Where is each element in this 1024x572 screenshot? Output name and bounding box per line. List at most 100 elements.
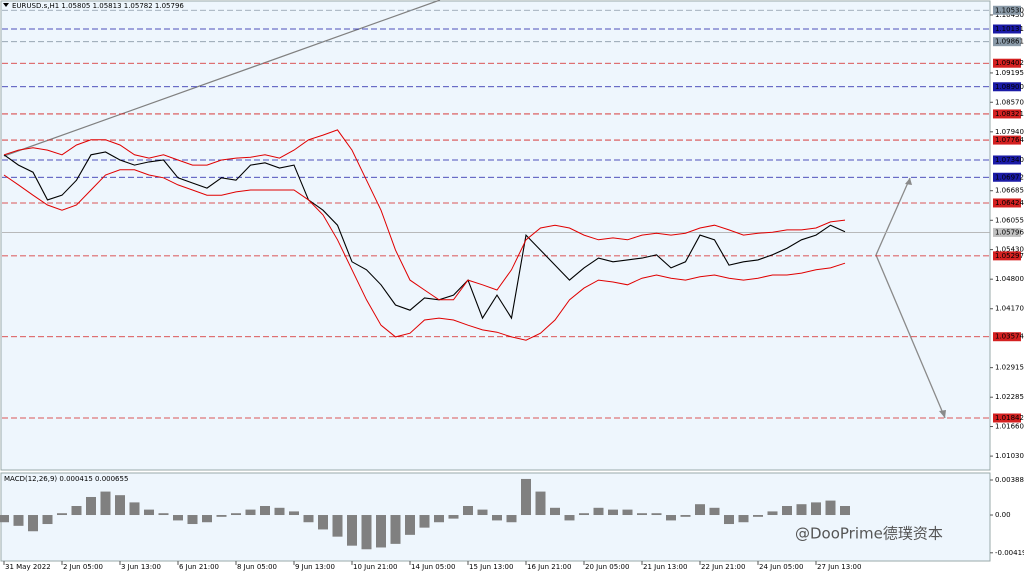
y-tick-label: 1.09195 [995, 69, 1024, 77]
level-label: 1.09861 [995, 38, 1024, 46]
level-box [993, 413, 1021, 423]
macd-bar [535, 491, 546, 516]
x-tick-label: 16 Jun 21:00 [527, 563, 571, 571]
level-box [993, 58, 1021, 68]
macd-bar [332, 515, 343, 537]
macd-bar [187, 515, 198, 525]
y-tick-label: 1.04800 [995, 275, 1024, 283]
macd-bar [738, 515, 749, 523]
level-box [993, 82, 1021, 92]
level-label: 1.09402 [995, 59, 1024, 67]
macd-bar [564, 515, 575, 521]
price-panel [0, 0, 991, 471]
macd-bar [347, 515, 357, 546]
macd-bar [376, 515, 386, 548]
projection-arrow [875, 177, 911, 256]
y-tick-label: 1.02915 [995, 364, 1024, 372]
macd-bar [390, 515, 401, 544]
x-tick-label: 8 Jun 05:00 [237, 563, 277, 571]
y-tick-label: 1.10430 [995, 11, 1024, 19]
macd-bar [71, 506, 82, 516]
macd-bar [434, 515, 444, 523]
macd-bar [28, 515, 38, 532]
macd-bar [477, 509, 488, 516]
level-box [993, 227, 1021, 237]
macd-bar [825, 500, 836, 516]
level-box [993, 172, 1021, 182]
macd-bar [42, 515, 53, 525]
macd-bar [651, 513, 662, 516]
macd-bar [216, 515, 227, 517]
macd-bar [593, 507, 604, 516]
x-tick-label: 14 Jun 05:00 [411, 563, 455, 571]
arrow-head [905, 178, 912, 185]
macd-bar [202, 515, 212, 523]
x-tick-label: 21 Jun 13:00 [643, 563, 687, 571]
level-label: 1.07340 [995, 156, 1024, 164]
level-label: 1.08900 [995, 83, 1024, 91]
macd-bar [86, 496, 96, 516]
trend-line [3, 0, 441, 157]
macd-bar [796, 504, 807, 516]
macd-bar [0, 515, 9, 523]
macd-bar [521, 478, 531, 516]
x-tick-label: 22 Jun 21:00 [701, 563, 745, 571]
y-tick-label: 1.01030 [995, 452, 1024, 460]
y-tick-label: 1.06055 [995, 216, 1024, 224]
level-label: 1.06424 [995, 199, 1024, 207]
level-box [993, 155, 1021, 165]
y-tick-label: 0.003884 [995, 476, 1024, 484]
macd-bar [622, 509, 633, 516]
macd-bar [115, 495, 125, 516]
macd-bar [463, 506, 473, 516]
level-label: 1.03574 [995, 333, 1024, 341]
x-tick-label: 3 Jun 13:00 [121, 563, 161, 571]
macd-bar [419, 515, 430, 528]
macd-bar [158, 513, 169, 516]
level-box [993, 24, 1021, 34]
macd-bar [840, 506, 850, 516]
level-label: 1.10131 [995, 25, 1024, 33]
y-tick-label: 1.04170 [995, 305, 1024, 313]
level-label: 1.07764 [995, 136, 1024, 144]
macd-bar [448, 515, 459, 519]
projection-arrow [875, 254, 946, 419]
chart-title: EURUSD.s,H1 1.05805 1.05813 1.05782 1.05… [12, 2, 184, 10]
price-line [3, 151, 846, 320]
y-tick-label: 1.01660 [995, 423, 1024, 431]
level-box [993, 135, 1021, 145]
macd-bar [492, 515, 502, 521]
macd-bar [289, 511, 299, 516]
x-tick-label: 27 Jun 13:00 [817, 563, 861, 571]
macd-bar [57, 513, 67, 516]
level-label: 1.05297 [995, 252, 1024, 260]
macd-bar [709, 507, 720, 516]
watermark: @DooPrime德璞资本 [795, 525, 943, 543]
macd-bar [231, 513, 241, 516]
x-tick-label: 10 Jun 21:00 [353, 563, 397, 571]
macd-bar [782, 506, 792, 516]
macd-bar [129, 502, 140, 516]
macd-bar [144, 509, 154, 516]
level-label: 1.08321 [995, 110, 1024, 118]
level-label: 1.05796 [995, 228, 1024, 236]
level-label: 1.01842 [995, 414, 1024, 422]
level-label: 1.10530 [995, 6, 1024, 14]
x-tick-label: 2 Jun 05:00 [63, 563, 103, 571]
level-label: 1.06972 [995, 173, 1024, 181]
macd-bar [100, 491, 111, 516]
level-box [993, 37, 1021, 47]
y-tick-label: 1.05430 [995, 246, 1024, 254]
macd-bar [724, 515, 734, 525]
x-tick-label: 9 Jun 13:00 [295, 563, 335, 571]
y-tick-label: -0.004191 [995, 549, 1024, 557]
level-box [993, 251, 1021, 261]
x-tick-label: 31 May 2022 [5, 563, 51, 571]
y-tick-label: 0.00 [995, 511, 1011, 519]
level-box [993, 332, 1021, 342]
band-line [3, 129, 846, 301]
macd-bar [811, 502, 821, 516]
y-tick-label: 1.07940 [995, 128, 1024, 136]
